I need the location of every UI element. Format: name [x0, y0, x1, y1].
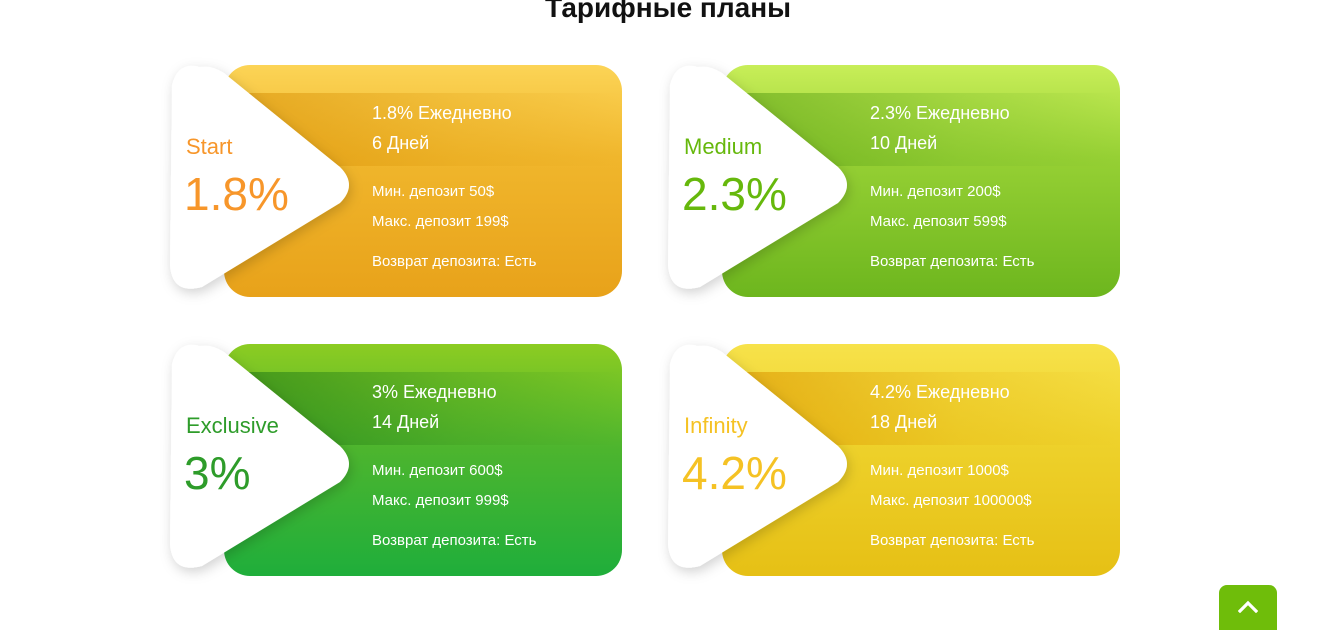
plan-rate: 2.3%: [682, 168, 787, 220]
plan-max-deposit: Макс. депозит 199$: [372, 213, 509, 230]
plan-daily-rate: 1.8% Ежедневно: [372, 103, 512, 123]
plan-rate: 1.8%: [184, 168, 289, 220]
plan-duration: 6 Дней: [372, 133, 430, 153]
plan-rate: 3%: [184, 447, 251, 499]
plan-max-deposit: Макс. депозит 599$: [870, 213, 1007, 230]
plan-name: Exclusive: [186, 413, 279, 438]
triangle-shape-icon: [668, 344, 847, 568]
plan-min-deposit: Мин. депозит 50$: [372, 183, 495, 200]
plan-rate: 4.2%: [682, 447, 787, 499]
plan-card-background: [722, 65, 1120, 297]
plan-duration: 18 Дней: [870, 412, 938, 432]
plan-deposit-return: Возврат депозита: Есть: [372, 532, 537, 549]
plan-max-deposit: Макс. депозит 100000$: [870, 492, 1032, 509]
scroll-to-top-button[interactable]: [1219, 585, 1277, 630]
plan-duration: 10 Дней: [870, 133, 938, 153]
plan-min-deposit: Мин. депозит 200$: [870, 183, 1001, 200]
plan-name: Medium: [684, 134, 763, 159]
plan-card-start[interactable]: Start 1.8% 1.8% Ежедневно 6 Дней Мин. де…: [160, 55, 630, 297]
plan-daily-rate: 3% Ежедневно: [372, 382, 497, 402]
plan-duration: 14 Дней: [372, 412, 440, 432]
plan-deposit-return: Возврат депозита: Есть: [870, 532, 1035, 549]
plan-card-infinity[interactable]: Infinity 4.2% 4.2% Ежедневно 18 Дней Мин…: [658, 334, 1128, 576]
triangle-shape-icon: [668, 65, 847, 289]
triangle-shape-icon: [170, 344, 349, 568]
plan-card-medium[interactable]: Medium 2.3% 2.3% Ежедневно 10 Дней Мин. …: [658, 55, 1128, 297]
plan-daily-rate: 4.2% Ежедневно: [870, 382, 1010, 402]
plan-min-deposit: Мин. депозит 1000$: [870, 462, 1009, 479]
plan-min-deposit: Мин. депозит 600$: [372, 462, 503, 479]
section-title: Тарифные планы: [544, 0, 792, 23]
plan-name: Start: [186, 134, 233, 159]
plan-card-exclusive[interactable]: Exclusive 3% 3% Ежедневно 14 Дней Мин. д…: [160, 334, 630, 576]
plan-name: Infinity: [684, 413, 748, 438]
plan-deposit-return: Возврат депозита: Есть: [372, 253, 537, 270]
plan-max-deposit: Макс. депозит 999$: [372, 492, 509, 509]
triangle-shape-icon: [170, 65, 349, 289]
plan-deposit-return: Возврат депозита: Есть: [870, 253, 1035, 270]
chevron-up-icon: [1238, 600, 1258, 613]
plan-daily-rate: 2.3% Ежедневно: [870, 103, 1010, 123]
